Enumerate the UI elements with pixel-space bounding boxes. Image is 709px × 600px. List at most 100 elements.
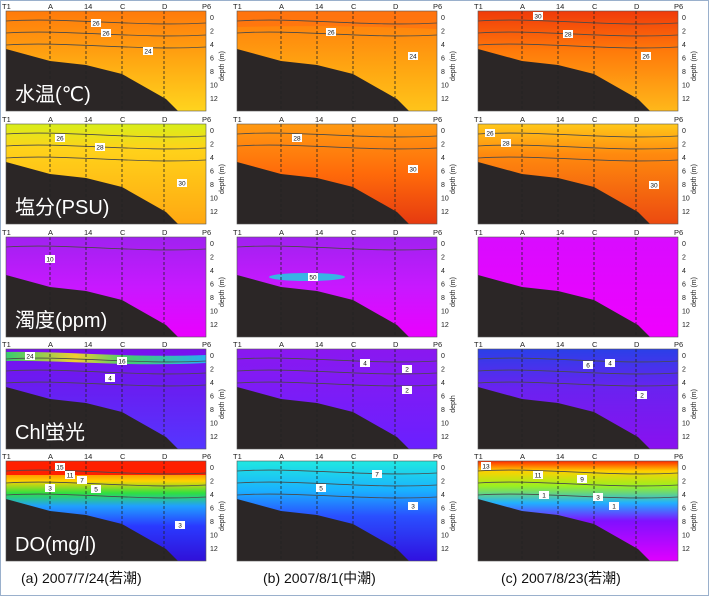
- contour-label-box: [117, 357, 127, 365]
- station-label: A: [279, 115, 284, 124]
- depth-axis-label: depth (m): [450, 277, 457, 307]
- contour-label-box: [539, 491, 549, 499]
- station-label: D: [393, 115, 399, 124]
- depth-tick: 2: [210, 255, 214, 262]
- contour-line: [5, 156, 207, 162]
- depth-tick: 10: [210, 83, 218, 90]
- station-label: C: [120, 2, 126, 11]
- contour-label: 4: [108, 376, 112, 383]
- depth-tick: 10: [441, 196, 449, 203]
- contour-label-box: [408, 165, 418, 173]
- contour-label-box: [533, 471, 543, 479]
- station-label: D: [393, 2, 399, 11]
- depth-tick: 2: [210, 367, 214, 374]
- contour-label-box: [55, 134, 65, 142]
- station-label: D: [634, 2, 640, 11]
- panel-frame: [236, 236, 438, 338]
- station-label: A: [48, 2, 53, 11]
- panel-frame: [5, 348, 207, 450]
- contour-label: 11: [67, 473, 74, 480]
- contour-line: [5, 19, 207, 25]
- depth-tick: 4: [682, 380, 686, 387]
- contour-label-box: [577, 475, 587, 483]
- contour-label-box: [563, 30, 573, 38]
- depth-tick: 12: [682, 209, 690, 216]
- depth-tick: 12: [441, 209, 449, 216]
- contour-label: 26: [642, 54, 650, 61]
- station-label: T1: [2, 2, 11, 11]
- contour-label-box: [583, 361, 593, 369]
- depth-tick: 10: [682, 533, 690, 540]
- contour-label-box: [77, 476, 87, 484]
- row-label: 塩分(PSU): [15, 196, 109, 219]
- contour-label-box: [637, 391, 647, 399]
- contour-label: 28: [293, 136, 301, 143]
- depth-tick: 0: [682, 465, 686, 472]
- depth-tick: 0: [210, 128, 214, 135]
- contour-line: [477, 132, 679, 138]
- depth-tick: 6: [682, 506, 686, 513]
- seabed: [6, 162, 178, 224]
- contour-line: [5, 132, 207, 138]
- panel-frame: [477, 123, 679, 225]
- depth-tick: 12: [682, 96, 690, 103]
- depth-tick: 12: [682, 546, 690, 553]
- panel-frame: [236, 348, 438, 450]
- contour-label: 1: [542, 493, 546, 500]
- contour-label-box: [326, 28, 336, 36]
- panel-frame: [5, 10, 207, 112]
- depth-tick: 12: [210, 322, 218, 329]
- depth-tick: 12: [441, 322, 449, 329]
- seabed: [478, 162, 650, 224]
- contour-label: 6: [586, 363, 590, 370]
- depth-tick: 8: [441, 295, 445, 302]
- contour-label-box: [316, 484, 326, 492]
- contour-line: [477, 156, 679, 162]
- contour-label: 15: [56, 465, 64, 472]
- contour-line: [236, 357, 438, 363]
- contour-line: [477, 381, 679, 387]
- depth-tick: 0: [682, 15, 686, 22]
- depth-tick: 4: [441, 492, 445, 499]
- depth-tick: 10: [441, 533, 449, 540]
- depth-tick: 0: [441, 353, 445, 360]
- contour-line: [5, 481, 207, 487]
- station-label: A: [279, 452, 284, 461]
- contour-label-box: [481, 462, 491, 470]
- station-label: D: [162, 2, 168, 11]
- depth-tick: 0: [210, 15, 214, 22]
- depth-tick: 10: [210, 533, 218, 540]
- contour-label-box: [308, 273, 318, 281]
- depth-tick: 12: [210, 209, 218, 216]
- seabed: [478, 275, 650, 337]
- panel-frame: [236, 10, 438, 112]
- depth-tick: 2: [682, 367, 686, 374]
- depth-tick: 4: [441, 42, 445, 49]
- depth-axis-label: depth (m): [691, 51, 698, 81]
- depth-tick: 6: [441, 56, 445, 63]
- panel-frame: [477, 348, 679, 450]
- contour-label: 2: [405, 388, 409, 395]
- contour-line: [5, 245, 207, 251]
- station-label: 14: [315, 115, 323, 124]
- depth-tick: 2: [682, 142, 686, 149]
- contour-label-box: [533, 12, 543, 20]
- depth-tick: 4: [441, 268, 445, 275]
- panel-turbidity-1: T1 A 14 C D P6 0 2 4 6 8 10 12 depth (m) 50: [233, 228, 457, 338]
- contour-label: 28: [564, 32, 572, 39]
- station-label: A: [520, 452, 525, 461]
- station-label: D: [162, 452, 168, 461]
- contour-label: 30: [650, 183, 658, 190]
- column-caption: (a) 2007/7/24(若潮): [21, 570, 142, 586]
- depth-tick: 4: [682, 492, 686, 499]
- seabed: [6, 49, 178, 111]
- panel-salinity-2: T1 A 14 C D P6 0 2 4 6 8 10 12 depth (m) 26 28 30: [474, 115, 698, 225]
- depth-axis-label: depth (m): [219, 389, 226, 419]
- panel-frame: [477, 460, 679, 562]
- station-label: 14: [556, 228, 564, 237]
- contour-label-box: [605, 359, 615, 367]
- contour-label: 11: [535, 473, 542, 480]
